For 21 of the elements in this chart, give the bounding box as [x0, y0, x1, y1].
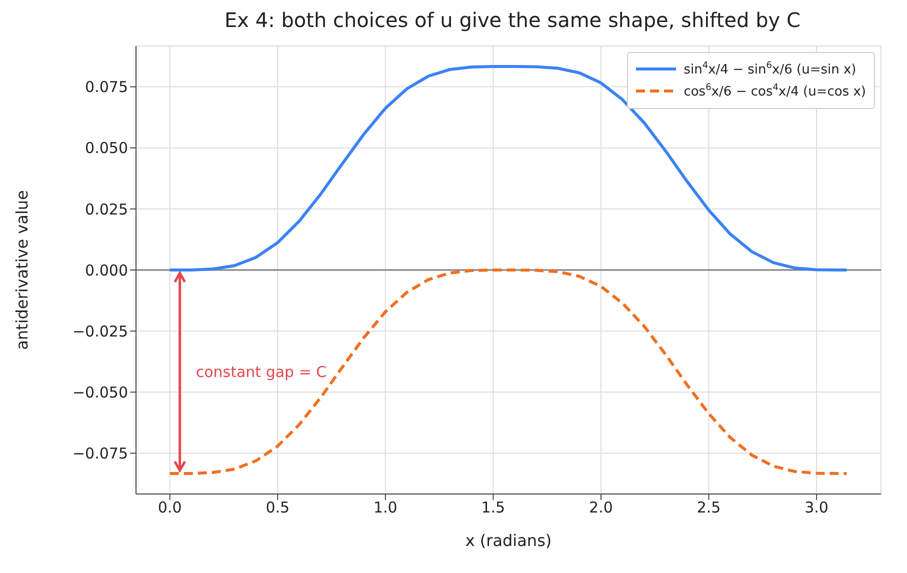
y-tick-label: −0.050: [72, 383, 128, 402]
x-tick-label: 2.0: [589, 498, 613, 517]
y-tick-label: 0.075: [85, 78, 128, 96]
x-tick-label: 1.5: [481, 498, 506, 517]
y-tick-label: −0.075: [72, 444, 128, 463]
x-tick-label: 3.0: [804, 498, 828, 517]
legend-label: cos$^{6}$x/6 − cos$^{4}$x/4 (u=cos x): [684, 83, 866, 100]
y-tick-label: 0.050: [85, 139, 128, 158]
x-tick-label: 0.5: [266, 498, 290, 517]
legend-label: sin$^{4}$x/4 − sin$^{6}$x/6 (u=sin x): [684, 61, 856, 78]
chart-title: Ex 4: both choices of u give the same shape, shifted by C: [224, 8, 802, 34]
x-tick-label: 1.0: [373, 498, 398, 517]
y-axis-title: antiderivative value: [12, 190, 32, 350]
annotation: constant gap = C: [196, 362, 327, 381]
y-tick-label: 0.025: [85, 200, 128, 218]
x-tick-label: 0.0: [158, 498, 182, 517]
line-series: [168, 268, 848, 475]
y-tick-label: −0.025: [72, 322, 128, 340]
x-axis-title: x (radians): [465, 531, 552, 550]
y-tick-label: 0.000: [85, 261, 128, 280]
x-tick-label: 2.5: [696, 498, 721, 517]
